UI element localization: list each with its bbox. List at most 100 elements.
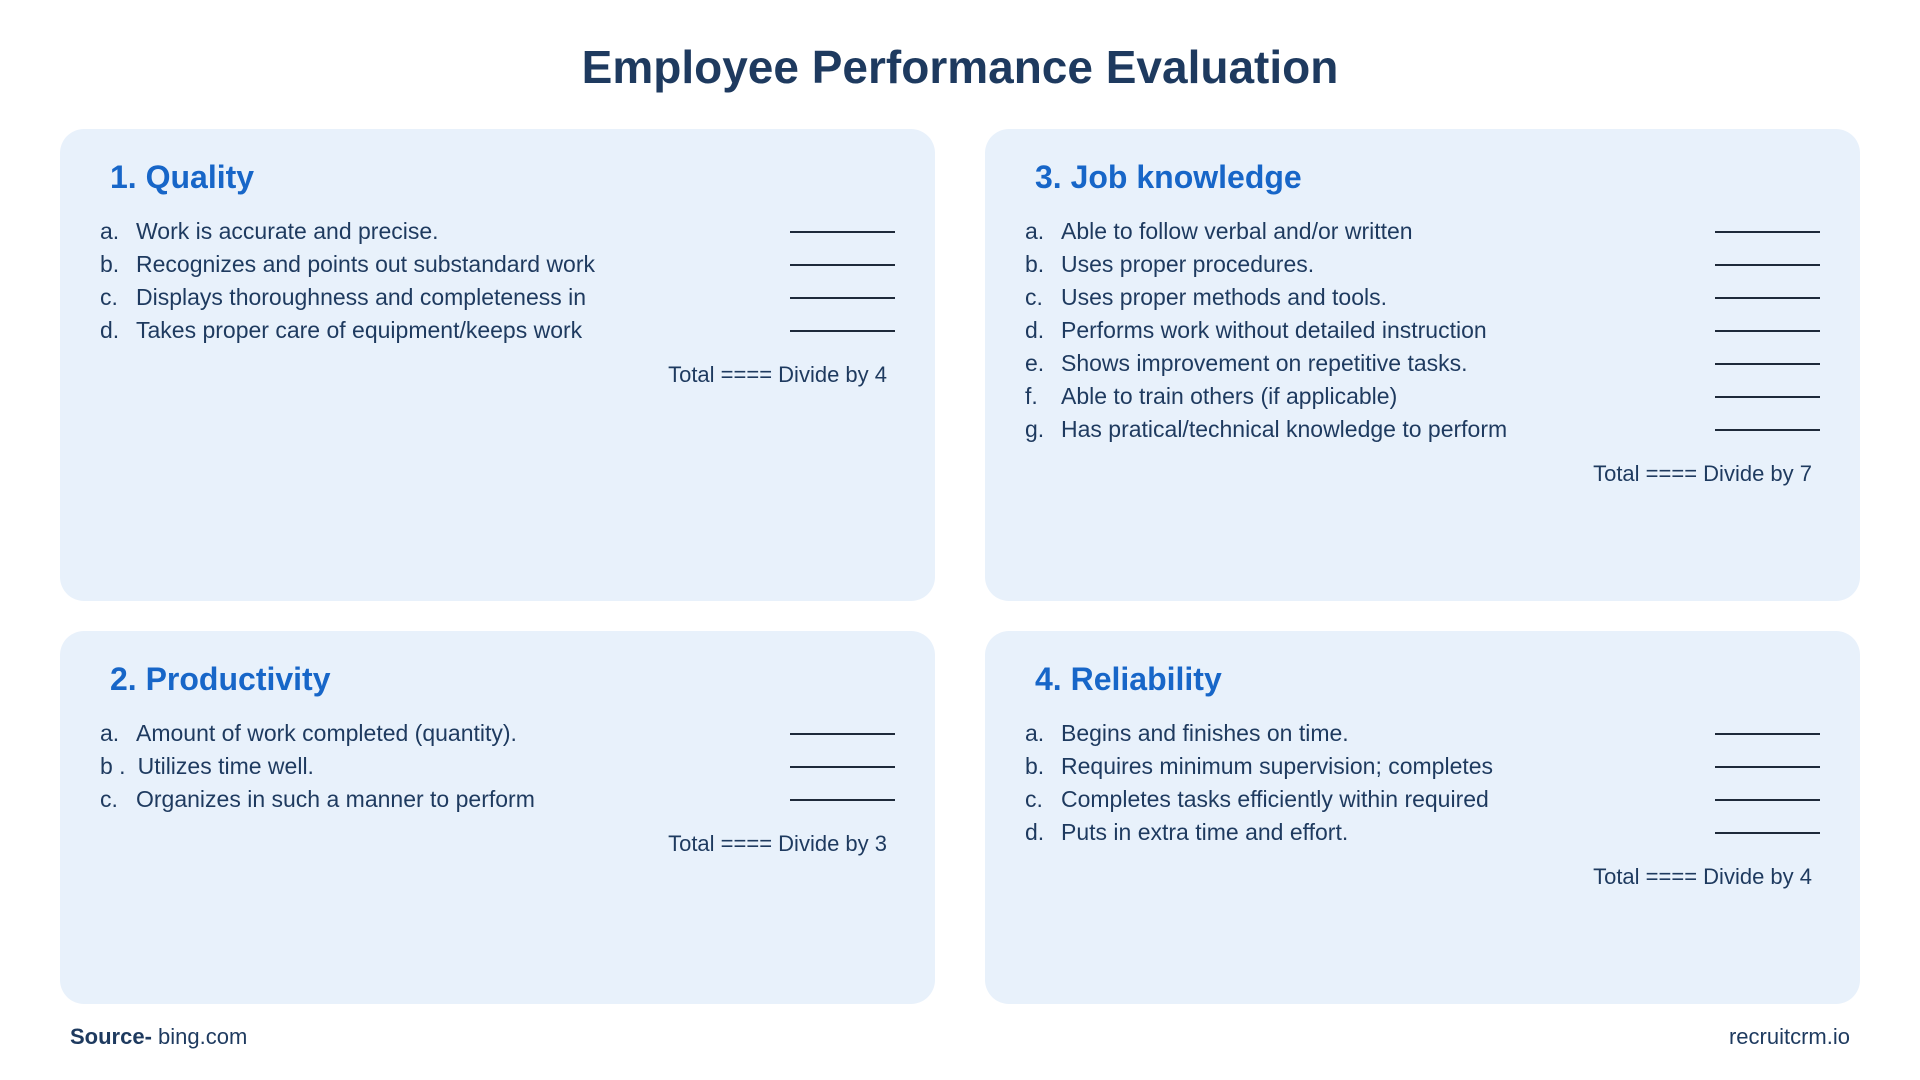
score-line [790,231,895,233]
list-item: b. Recognizes and points out substandard … [100,251,895,278]
footer: Source- bing.com recruitcrm.io [60,1024,1860,1050]
list-item: d.Performs work without detailed instruc… [1025,317,1820,344]
score-line [790,297,895,299]
score-line [1715,429,1820,431]
total-row: Total ==== Divide by 4 [100,362,895,388]
item-letter: d. [100,317,124,344]
item-letter: a. [1025,218,1049,245]
item-text: d.Performs work without detailed instruc… [1025,317,1487,344]
score-line [1715,297,1820,299]
score-line [790,766,895,768]
score-line [1715,766,1820,768]
item-letter: g. [1025,416,1049,443]
list-item: c.Uses proper methods and tools. [1025,284,1820,311]
score-line [1715,396,1820,398]
score-line [1715,264,1820,266]
item-text: b. Recognizes and points out substandard … [100,251,595,278]
item-text: b. Uses proper procedures. [1025,251,1314,278]
item-text: b. Requires minimum supervision; complete… [1025,753,1493,780]
footer-brand: recruitcrm.io [1729,1024,1850,1050]
source-value: bing.com [152,1024,247,1049]
item-body: Completes tasks efficiently within requi… [1061,786,1489,813]
item-body: Able to train others (if applicable) [1061,383,1397,410]
item-body: Utilizes time well. [138,753,314,780]
item-letter: c. [100,284,124,311]
item-body: Recognizes and points out substandard wo… [136,251,595,278]
item-text: a.Amount of work completed (quantity). [100,720,517,747]
list-item: c. Completes tasks efficiently within req… [1025,786,1820,813]
list-item: f. Able to train others (if applicable) [1025,383,1820,410]
item-letter: a. [100,218,124,245]
evaluation-card: 3. Job knowledge a. Able to follow verbal … [985,129,1860,601]
item-text: b . Utilizes time well. [100,753,314,780]
list-item: b. Requires minimum supervision; complete… [1025,753,1820,780]
score-line [1715,799,1820,801]
item-letter: d. [1025,819,1049,846]
total-row: Total ==== Divide by 4 [1025,864,1820,890]
score-line [1715,231,1820,233]
card-items: a.Amount of work completed (quantity). b … [100,720,895,813]
list-item: a. Begins and finishes on time. [1025,720,1820,747]
footer-source: Source- bing.com [70,1024,247,1050]
list-item: a. Work is accurate and precise. [100,218,895,245]
item-letter: f. [1025,383,1049,410]
card-items: a. Begins and finishes on time. b. Requires… [1025,720,1820,846]
card-heading: 3. Job knowledge [1035,159,1820,196]
item-letter: b. [1025,753,1049,780]
item-letter: b. [1025,251,1049,278]
list-item: d.Takes proper care of equipment/keeps w… [100,317,895,344]
score-line [790,733,895,735]
list-item: g. Has pratical/technical knowledge to pe… [1025,416,1820,443]
card-heading: 4. Reliability [1035,661,1820,698]
score-line [1715,733,1820,735]
item-text: d.Takes proper care of equipment/keeps w… [100,317,582,344]
item-text: a. Begins and finishes on time. [1025,720,1349,747]
list-item: b . Utilizes time well. [100,753,895,780]
card-items: a. Able to follow verbal and/or written b.… [1025,218,1820,443]
item-text: f. Able to train others (if applicable) [1025,383,1397,410]
item-body: Uses proper procedures. [1061,251,1314,278]
item-text: d. Puts in extra time and effort. [1025,819,1348,846]
list-item: e.Shows improvement on repetitive tasks. [1025,350,1820,377]
item-text: c.Uses proper methods and tools. [1025,284,1387,311]
item-letter: c. [1025,786,1049,813]
item-letter: c. [1025,284,1049,311]
item-letter: b . [100,753,126,780]
item-body: Displays thoroughness and completeness i… [136,284,586,311]
list-item: a. Able to follow verbal and/or written [1025,218,1820,245]
item-body: Work is accurate and precise. [136,218,439,245]
card-heading: 1. Quality [110,159,895,196]
item-letter: b. [100,251,124,278]
score-line [1715,330,1820,332]
list-item: d. Puts in extra time and effort. [1025,819,1820,846]
score-line [790,799,895,801]
item-body: Begins and finishes on time. [1061,720,1349,747]
score-line [1715,832,1820,834]
page-title: Employee Performance Evaluation [60,40,1860,94]
list-item: b. Uses proper procedures. [1025,251,1820,278]
score-line [1715,363,1820,365]
evaluation-card: 2. Productivity a.Amount of work complete… [60,631,935,1004]
item-text: c. Displays thoroughness and completeness… [100,284,586,311]
list-item: a.Amount of work completed (quantity). [100,720,895,747]
card-items: a. Work is accurate and precise. b. Recogni… [100,218,895,344]
item-body: Organizes in such a manner to perform [136,786,535,813]
item-body: Puts in extra time and effort. [1061,819,1348,846]
item-letter: a. [1025,720,1049,747]
score-line [790,264,895,266]
list-item: c. Organizes in such a manner to perform [100,786,895,813]
item-body: Requires minimum supervision; completes [1061,753,1493,780]
item-body: Has pratical/technical knowledge to perf… [1061,416,1507,443]
item-body: Shows improvement on repetitive tasks. [1061,350,1468,377]
item-text: a. Work is accurate and precise. [100,218,439,245]
total-row: Total ==== Divide by 7 [1025,461,1820,487]
item-letter: c. [100,786,124,813]
item-letter: a. [100,720,124,747]
item-body: Able to follow verbal and/or written [1061,218,1413,245]
item-text: e.Shows improvement on repetitive tasks. [1025,350,1468,377]
total-row: Total ==== Divide by 3 [100,831,895,857]
item-text: c. Organizes in such a manner to perform [100,786,535,813]
item-body: Performs work without detailed instructi… [1061,317,1487,344]
item-text: c. Completes tasks efficiently within req… [1025,786,1489,813]
card-heading: 2. Productivity [110,661,895,698]
